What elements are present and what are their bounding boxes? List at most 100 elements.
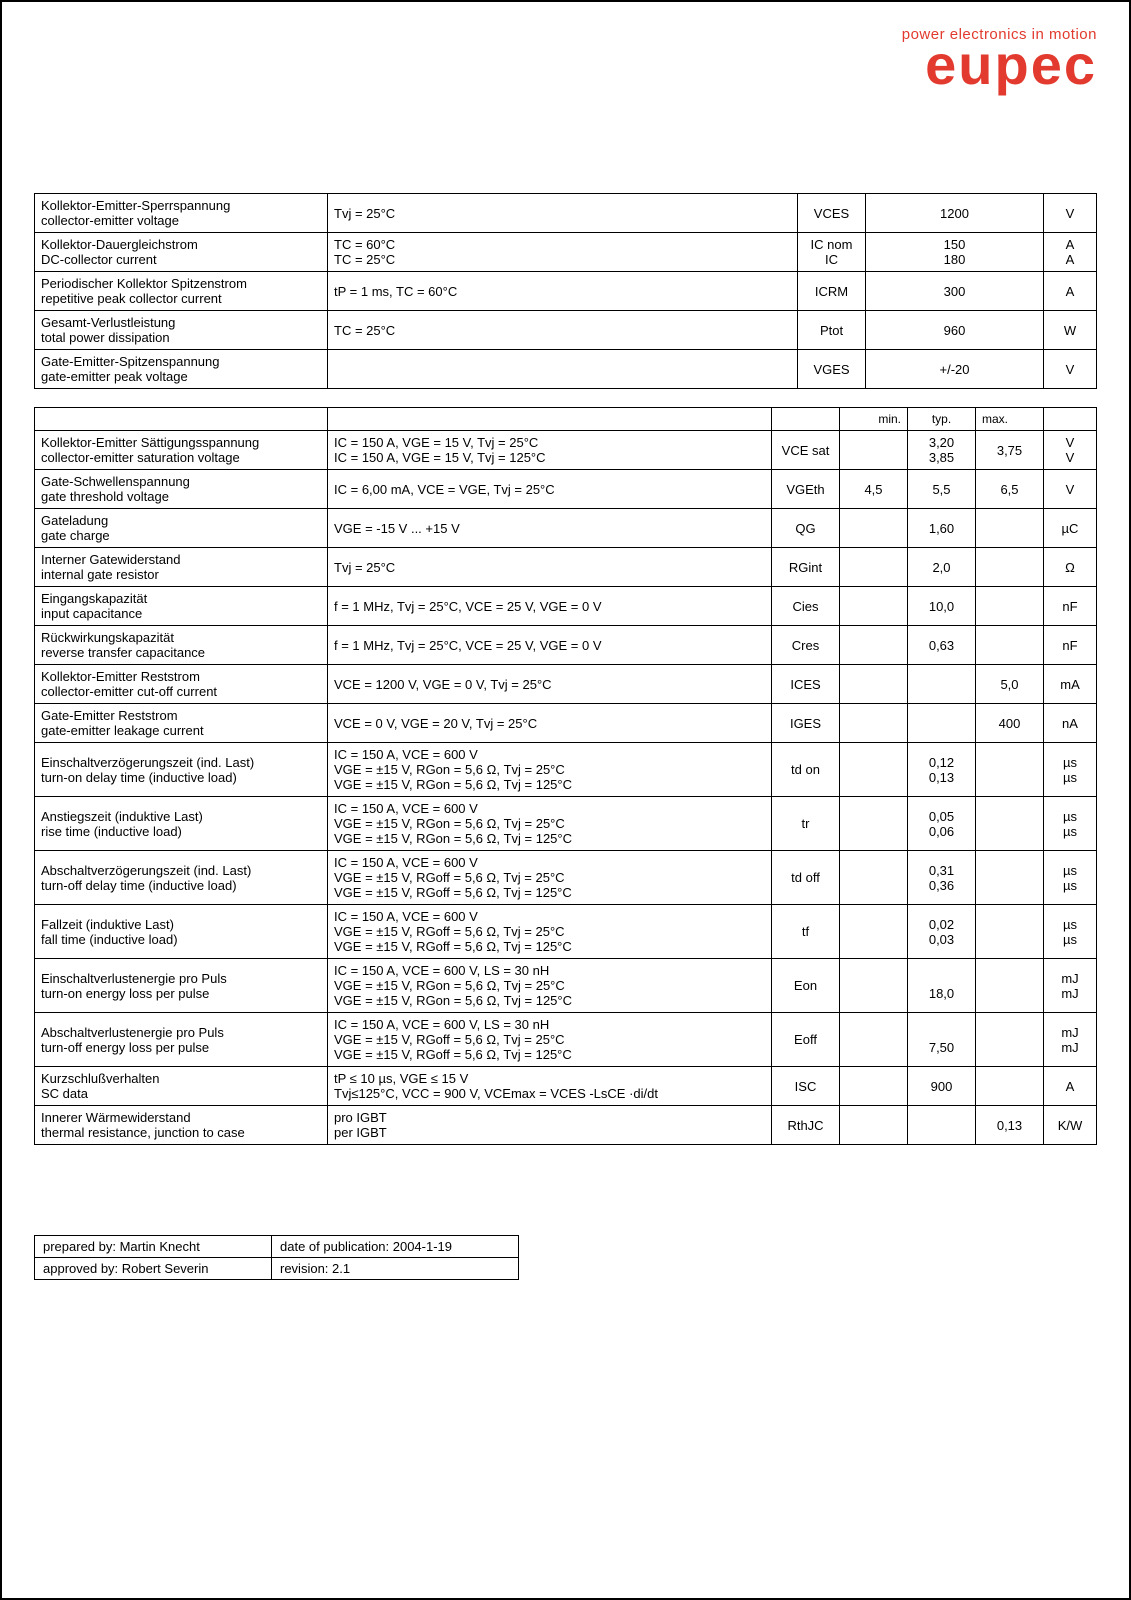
table-row: Kollektor-Emitter Reststromcollector-emi…: [35, 665, 1097, 704]
cond-cell: IC = 150 A, VCE = 600 VVGE = ±15 V, RGof…: [328, 851, 772, 905]
unit-cell: nF: [1044, 587, 1097, 626]
unit-cell: W: [1044, 311, 1097, 350]
param-cell: Abschaltverlustenergie pro Pulsturn-off …: [35, 1013, 328, 1067]
table-row: Einschaltverlustenergie pro Pulsturn-on …: [35, 959, 1097, 1013]
max-cell: [976, 851, 1044, 905]
logo-brand: eupec: [34, 37, 1097, 93]
cond-cell: tP = 1 ms, TC = 60°C: [328, 272, 798, 311]
hdr-min: min.: [840, 408, 908, 431]
min-cell: [840, 665, 908, 704]
publication-date: date of publication: 2004-1-19: [272, 1236, 519, 1258]
table-row: Fallzeit (induktive Last)fall time (indu…: [35, 905, 1097, 959]
param-cell: Periodischer Kollektor Spitzenstromrepet…: [35, 272, 328, 311]
sym-cell: IGES: [772, 704, 840, 743]
max-cell: [976, 509, 1044, 548]
cond-cell: IC = 150 A, VCE = 600 VVGE = ±15 V, RGon…: [328, 743, 772, 797]
max-cell: [976, 959, 1044, 1013]
sym-cell: IC nomIC: [798, 233, 866, 272]
typ-cell: [908, 665, 976, 704]
sym-cell: ICES: [772, 665, 840, 704]
sym-cell: Eon: [772, 959, 840, 1013]
table-row: Kollektor-Emitter-Sperrspannungcollector…: [35, 194, 1097, 233]
sym-cell: QG: [772, 509, 840, 548]
sym-cell: td off: [772, 851, 840, 905]
cond-cell: TC = 60°CTC = 25°C: [328, 233, 798, 272]
param-cell: Gate-Schwellenspannunggate threshold vol…: [35, 470, 328, 509]
sym-cell: Cies: [772, 587, 840, 626]
min-cell: [840, 959, 908, 1013]
max-cell: 0,13: [976, 1106, 1044, 1145]
cond-cell: tP ≤ 10 µs, VGE ≤ 15 VTvj≤125°C, VCC = 9…: [328, 1067, 772, 1106]
typ-cell: 0,120,13: [908, 743, 976, 797]
cond-cell: IC = 150 A, VGE = 15 V, Tvj = 25°CIC = 1…: [328, 431, 772, 470]
sym-cell: VCE sat: [772, 431, 840, 470]
hdr-typ: typ.: [908, 408, 976, 431]
param-cell: Einschaltverlustenergie pro Pulsturn-on …: [35, 959, 328, 1013]
param-cell: Gesamt-Verlustleistungtotal power dissip…: [35, 311, 328, 350]
cond-cell: IC = 6,00 mA, VCE = VGE, Tvj = 25°C: [328, 470, 772, 509]
typ-cell: [908, 704, 976, 743]
table-row: KurzschlußverhaltenSC datatP ≤ 10 µs, VG…: [35, 1067, 1097, 1106]
approved-by: approved by: Robert Severin: [35, 1258, 272, 1280]
param-cell: Fallzeit (induktive Last)fall time (indu…: [35, 905, 328, 959]
prepared-by: prepared by: Martin Knecht: [35, 1236, 272, 1258]
unit-cell: µsµs: [1044, 797, 1097, 851]
sym-cell: ICRM: [798, 272, 866, 311]
sym-cell: Cres: [772, 626, 840, 665]
cond-cell: f = 1 MHz, Tvj = 25°C, VCE = 25 V, VGE =…: [328, 626, 772, 665]
param-cell: Innerer Wärmewiderstandthermal resistanc…: [35, 1106, 328, 1145]
typ-cell: 10,0: [908, 587, 976, 626]
cond-cell: VGE = -15 V ... +15 V: [328, 509, 772, 548]
param-cell: Gate-Emitter-Spitzenspannunggate-emitter…: [35, 350, 328, 389]
max-cell: [976, 626, 1044, 665]
unit-cell: mJmJ: [1044, 959, 1097, 1013]
max-cell: 3,75: [976, 431, 1044, 470]
cond-cell: IC = 150 A, VCE = 600 V, LS = 30 nHVGE =…: [328, 959, 772, 1013]
sym-cell: VGEth: [772, 470, 840, 509]
max-cell: [976, 743, 1044, 797]
typ-cell: 0,050,06: [908, 797, 976, 851]
cond-cell: pro IGBTper IGBT: [328, 1106, 772, 1145]
cond-cell: IC = 150 A, VCE = 600 VVGE = ±15 V, RGof…: [328, 905, 772, 959]
val-cell: 1200: [866, 194, 1044, 233]
max-cell: [976, 905, 1044, 959]
sym-cell: Ptot: [798, 311, 866, 350]
min-cell: [840, 548, 908, 587]
cond-cell: TC = 25°C: [328, 311, 798, 350]
typ-cell: 7,50: [908, 1013, 976, 1067]
param-cell: Interner Gatewiderstandinternal gate res…: [35, 548, 328, 587]
min-cell: [840, 905, 908, 959]
min-cell: [840, 1013, 908, 1067]
min-cell: [840, 1067, 908, 1106]
max-cell: [976, 797, 1044, 851]
min-cell: [840, 626, 908, 665]
unit-cell: A: [1044, 272, 1097, 311]
unit-cell: mA: [1044, 665, 1097, 704]
cond-cell: VCE = 0 V, VGE = 20 V, Tvj = 25°C: [328, 704, 772, 743]
unit-cell: K/W: [1044, 1106, 1097, 1145]
sym-cell: ISC: [772, 1067, 840, 1106]
param-cell: Abschaltverzögerungszeit (ind. Last)turn…: [35, 851, 328, 905]
unit-cell: V: [1044, 470, 1097, 509]
unit-cell: Ω: [1044, 548, 1097, 587]
max-cell: [976, 1067, 1044, 1106]
unit-cell: µC: [1044, 509, 1097, 548]
max-cell: [976, 1013, 1044, 1067]
cond-cell: Tvj = 25°C: [328, 548, 772, 587]
max-cell: [976, 548, 1044, 587]
unit-cell: µsµs: [1044, 851, 1097, 905]
min-cell: [840, 509, 908, 548]
val-cell: 960: [866, 311, 1044, 350]
sym-cell: RGint: [772, 548, 840, 587]
cond-cell: Tvj = 25°C: [328, 194, 798, 233]
unit-cell: V: [1044, 194, 1097, 233]
table-row: Abschaltverlustenergie pro Pulsturn-off …: [35, 1013, 1097, 1067]
table-row: Gesamt-Verlustleistungtotal power dissip…: [35, 311, 1097, 350]
typ-cell: 900: [908, 1067, 976, 1106]
param-cell: Anstiegszeit (induktive Last)rise time (…: [35, 797, 328, 851]
typ-cell: 0,63: [908, 626, 976, 665]
unit-cell: nF: [1044, 626, 1097, 665]
param-cell: Gate-Emitter Reststromgate-emitter leaka…: [35, 704, 328, 743]
param-cell: Kollektor-Emitter Reststromcollector-emi…: [35, 665, 328, 704]
logo-block: power electronics in motion eupec: [34, 26, 1097, 93]
